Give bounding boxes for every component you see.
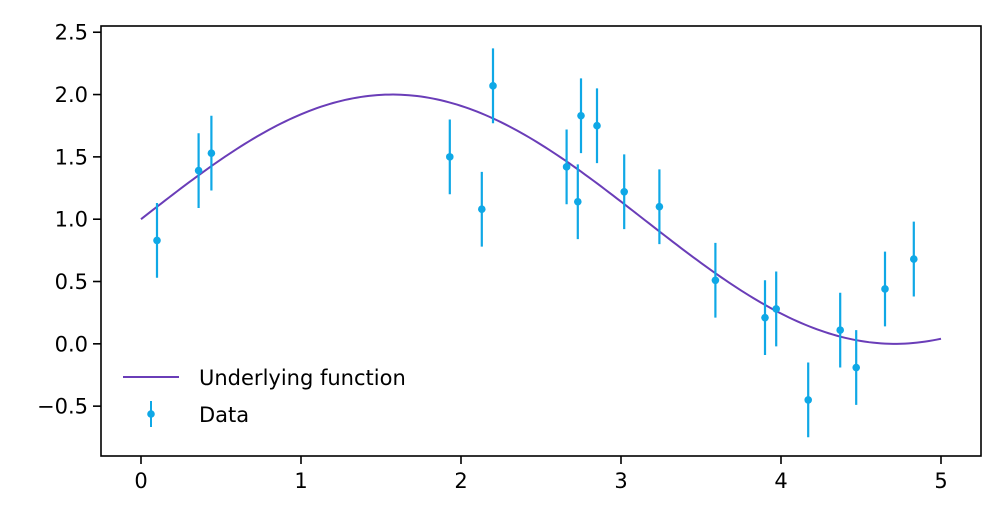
y-tick-label: 1.5: [55, 145, 88, 169]
data-points: [153, 48, 918, 438]
legend: Underlying function Data: [123, 366, 406, 427]
data-marker: [772, 305, 780, 313]
data-point: [881, 251, 889, 327]
y-tick-label: −0.5: [37, 395, 88, 419]
data-marker: [593, 121, 601, 130]
data-marker: [804, 396, 812, 404]
x-tick-label: 4: [774, 469, 787, 493]
data-point: [153, 202, 161, 278]
data-point: [446, 119, 454, 195]
y-tick-label: 1.0: [55, 208, 88, 232]
data-marker: [562, 163, 571, 171]
data-point: [852, 330, 860, 405]
data-marker: [655, 202, 664, 211]
y-tick-label: 0.5: [55, 270, 88, 294]
x-tick-label: 5: [934, 469, 947, 493]
data-point: [577, 78, 585, 154]
data-marker: [194, 166, 203, 175]
data-point: [194, 133, 203, 208]
data-point: [593, 88, 601, 164]
data-marker: [153, 236, 161, 245]
y-axis: −0.5 0.0 0.5 1.0 1.5 2.0 2.5: [37, 21, 101, 419]
data-point: [620, 154, 628, 230]
data-marker: [881, 285, 889, 293]
y-tick-label: 2.5: [55, 21, 88, 45]
data-marker: [761, 313, 769, 322]
data-point: [804, 362, 812, 438]
x-tick-label: 3: [614, 469, 627, 493]
data-point: [836, 292, 844, 368]
data-marker: [574, 197, 582, 206]
data-marker: [852, 363, 860, 372]
data-point: [910, 221, 918, 297]
x-tick-label: 2: [454, 469, 467, 493]
data-marker: [489, 82, 497, 90]
data-point: [207, 115, 216, 191]
data-marker: [620, 187, 628, 196]
y-tick-label: 2.0: [55, 83, 88, 107]
y-tick-label: 0.0: [55, 332, 88, 356]
legend-label-data: Data: [199, 403, 249, 427]
legend-label-underlying-function: Underlying function: [199, 366, 406, 390]
data-point: [489, 48, 497, 124]
plot-frame: [100, 25, 982, 457]
data-point: [574, 164, 582, 240]
legend-point-swatch: [147, 410, 155, 418]
data-point: [711, 242, 720, 318]
data-marker: [478, 205, 486, 214]
data-point: [655, 169, 664, 245]
data-point: [478, 171, 486, 247]
x-axis: 0 1 2 3 4 5: [134, 456, 948, 493]
data-point: [562, 129, 571, 205]
plot-area: [101, 26, 981, 456]
data-point: [761, 280, 769, 356]
x-tick-label: 1: [294, 469, 307, 493]
data-marker: [207, 149, 216, 157]
data-marker: [446, 153, 454, 161]
data-marker: [577, 111, 585, 120]
x-tick-label: 0: [134, 469, 147, 493]
data-marker: [836, 326, 844, 334]
underlying-function-line: [140, 93, 942, 345]
data-marker: [711, 276, 720, 285]
data-point: [772, 271, 780, 347]
data-marker: [910, 255, 918, 263]
